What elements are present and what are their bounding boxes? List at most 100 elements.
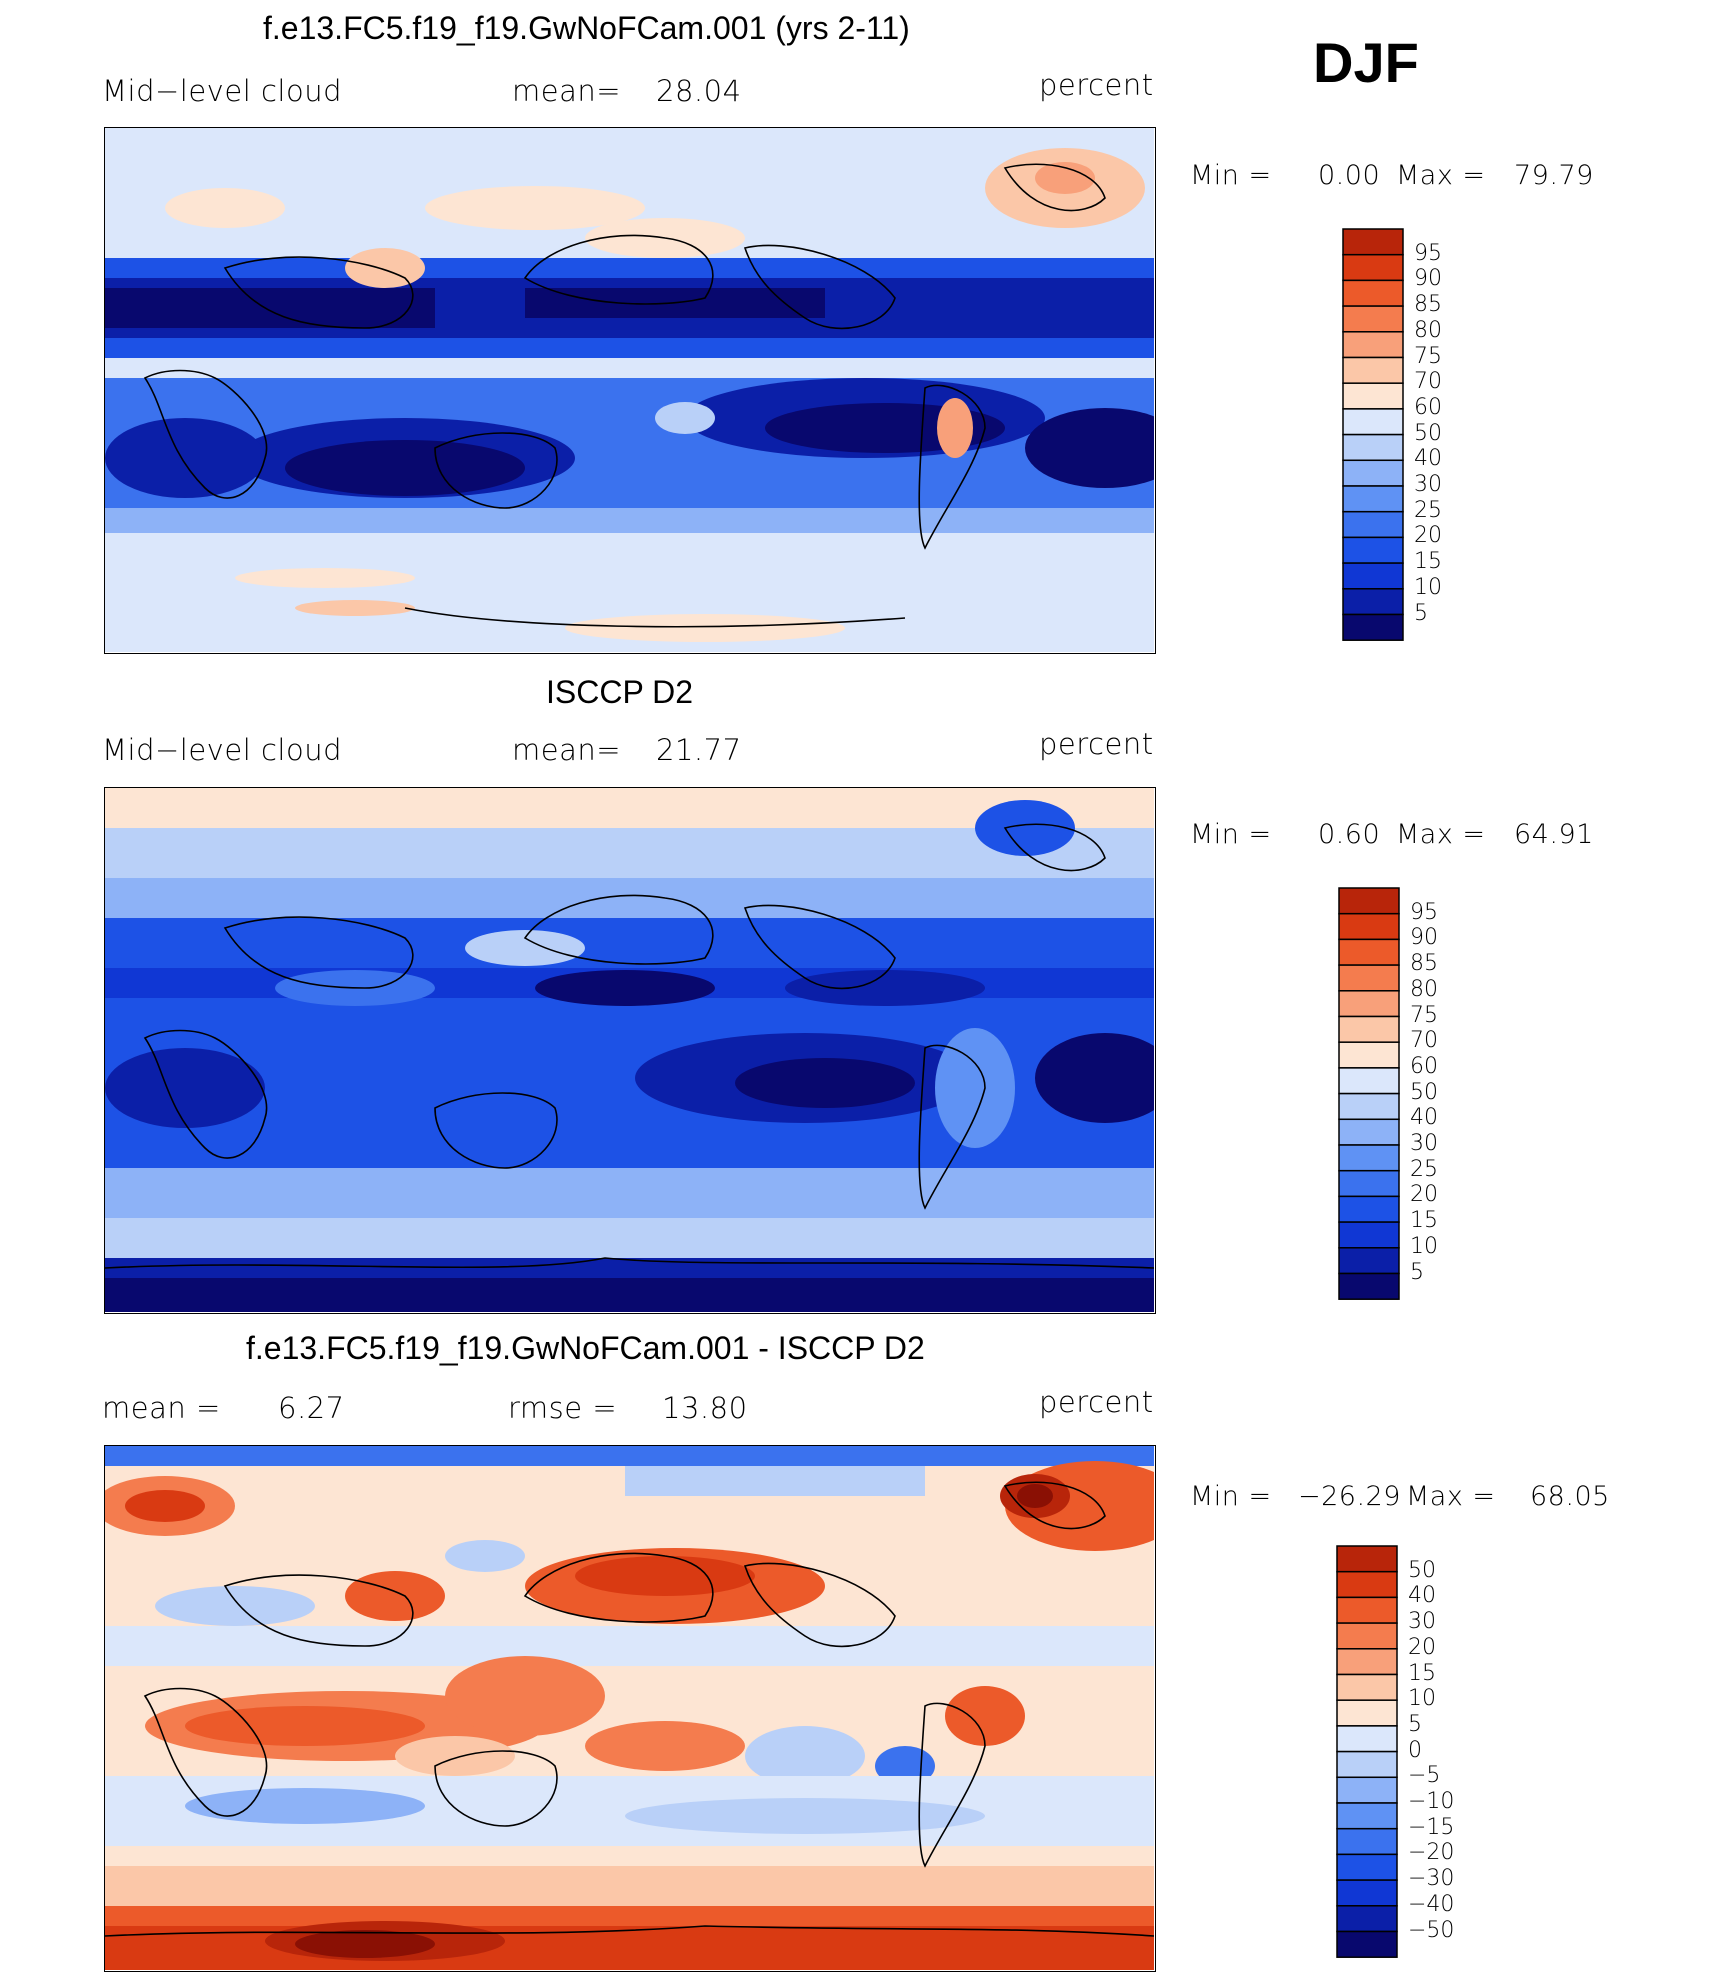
colorbar-swatch (1342, 459, 1404, 487)
colorbar-tick-label: 90 (1410, 925, 1438, 951)
panel1-variable-label: Mid−level cloud (102, 74, 342, 108)
colorbar-tick-label: 80 (1410, 976, 1438, 1002)
colorbar-tick-label: −50 (1408, 1917, 1455, 1943)
colorbar-tick-label: 15 (1408, 1660, 1436, 1686)
colorbar-tick-label: 95 (1414, 240, 1442, 266)
panel2-colorbar: 95 90 85 80 75 70 60 50 40 30 25 20 15 10 5 (1338, 887, 1438, 1307)
panel1-colorbar: 95 90 85 80 75 70 60 50 40 30 25 20 15 10 5 (1342, 228, 1442, 648)
colorbar-swatch (1336, 1750, 1398, 1779)
colorbar-swatch (1336, 1853, 1398, 1881)
colorbar-swatch (1336, 1699, 1398, 1727)
colorbar-tick-label: 25 (1414, 497, 1442, 523)
colorbar-tick-label: 85 (1410, 951, 1438, 977)
colorbar-tick-label: 50 (1414, 420, 1442, 446)
panel2-min-label: Min = (1190, 819, 1272, 850)
colorbar-swatch (1336, 1776, 1398, 1804)
colorbar-swatch (1342, 433, 1404, 462)
colorbar-swatches (1342, 228, 1404, 641)
colorbar-tick-label: 20 (1410, 1182, 1438, 1208)
colorbar-swatch (1338, 1015, 1400, 1043)
colorbar-tick-label: 30 (1408, 1609, 1436, 1635)
colorbar-tick-label: 80 (1414, 317, 1442, 343)
colorbar-swatch (1336, 1879, 1398, 1907)
colorbar-tick-label: 75 (1410, 1002, 1438, 1028)
colorbar-tick-label: 95 (1410, 899, 1438, 925)
colorbar-swatch (1338, 1067, 1400, 1095)
panel2-variable-label: Mid−level cloud (102, 733, 342, 767)
panel3-map (104, 1445, 1156, 1972)
colorbar-tick-label: 30 (1410, 1131, 1438, 1156)
panel3-max-label: Max = (1406, 1481, 1496, 1512)
colorbar-swatch (1336, 1570, 1398, 1599)
colorbar-swatch (1338, 990, 1400, 1018)
panel1-mean-value: 28.04 (656, 74, 742, 108)
panel3-mean-value: 6.27 (278, 1391, 345, 1425)
colorbar-swatch (1338, 912, 1400, 941)
panel3-min-label: Min = (1190, 1481, 1272, 1512)
panel2-mean-label: mean= (512, 733, 622, 767)
panel1-min-value: 0.00 (1318, 160, 1381, 191)
colorbar-tick-label: 10 (1410, 1233, 1438, 1259)
colorbar-tick-label: 40 (1414, 446, 1442, 472)
colorbar-swatch (1342, 613, 1404, 641)
colorbar-tick-label: 25 (1410, 1156, 1438, 1182)
colorbar-tick-label: 20 (1414, 523, 1442, 549)
panel1-max-value: 79.79 (1514, 160, 1594, 191)
panel3-max-value: 68.05 (1530, 1481, 1610, 1512)
panel3-units: percent (1039, 1385, 1154, 1419)
colorbar-swatch (1342, 510, 1404, 539)
colorbar-tick-label: 90 (1414, 266, 1442, 292)
colorbar-tick-label: 5 (1408, 1711, 1422, 1737)
colorbar-swatch (1336, 1725, 1398, 1753)
colorbar-tick-label: −30 (1408, 1866, 1455, 1892)
colorbar-swatch (1342, 485, 1404, 513)
panel3-rmse-label: rmse = (508, 1391, 618, 1425)
colorbar-swatch (1338, 1041, 1400, 1069)
colorbar-swatch (1336, 1596, 1398, 1624)
colorbar-swatch (1338, 1221, 1400, 1249)
panel2-mean-value: 21.77 (656, 733, 742, 767)
colorbar-swatch (1342, 588, 1404, 616)
colorbar-tick-label: −20 (1408, 1840, 1455, 1866)
colorbar-swatch (1338, 1092, 1400, 1121)
colorbar-swatch (1338, 964, 1400, 992)
colorbar-tick-label: 5 (1410, 1259, 1424, 1285)
panel2-title: ISCCP D2 (546, 674, 694, 710)
colorbar-tick-label: 85 (1414, 292, 1442, 318)
panel2-units: percent (1039, 727, 1154, 761)
colorbar-swatch (1336, 1827, 1398, 1856)
colorbar-tick-label: 30 (1414, 472, 1442, 497)
colorbar-tick-label: 15 (1410, 1208, 1438, 1234)
colorbar-tick-label: 15 (1414, 549, 1442, 575)
season-label: DJF (1313, 31, 1419, 94)
panel2-max-value: 64.91 (1514, 819, 1594, 850)
colorbar-swatch (1336, 1905, 1398, 1933)
colorbar-tick-label: 50 (1410, 1079, 1438, 1105)
colorbar-tick-label: 40 (1410, 1105, 1438, 1131)
panel3-title: f.e13.FC5.f19_f19.GwNoFCam.001 - ISCCP D… (246, 1330, 925, 1366)
colorbar-tick-label: 10 (1408, 1686, 1436, 1712)
colorbar-swatch (1342, 305, 1404, 333)
colorbar-swatch (1338, 938, 1400, 966)
colorbar-tick-label: 50 (1408, 1557, 1436, 1583)
colorbar-swatch (1336, 1648, 1398, 1676)
colorbar-tick-label: 5 (1414, 600, 1428, 626)
colorbar-swatch (1342, 382, 1404, 410)
panel1-map (104, 127, 1156, 654)
colorbar-tick-label: 60 (1410, 1053, 1438, 1079)
panel1-min-label: Min = (1190, 160, 1272, 191)
colorbar-tick-label: −10 (1408, 1789, 1455, 1814)
panel2-field (105, 788, 1154, 1312)
colorbar-swatch (1342, 408, 1404, 436)
colorbar-swatch (1336, 1673, 1398, 1701)
colorbar-tick-label: −15 (1408, 1814, 1455, 1840)
colorbar-swatch (1342, 279, 1404, 307)
colorbar-swatch (1338, 1272, 1400, 1300)
panel1-title: f.e13.FC5.f19_f19.GwNoFCam.001 (yrs 2-11… (263, 10, 910, 46)
colorbar-swatches (1338, 887, 1400, 1300)
colorbar-swatch (1338, 1247, 1400, 1275)
colorbar-tick-label: 10 (1414, 574, 1442, 600)
panel1-mean-label: mean= (512, 74, 622, 108)
panel1-units: percent (1039, 68, 1154, 102)
colorbar-tick-label: 40 (1408, 1583, 1436, 1609)
